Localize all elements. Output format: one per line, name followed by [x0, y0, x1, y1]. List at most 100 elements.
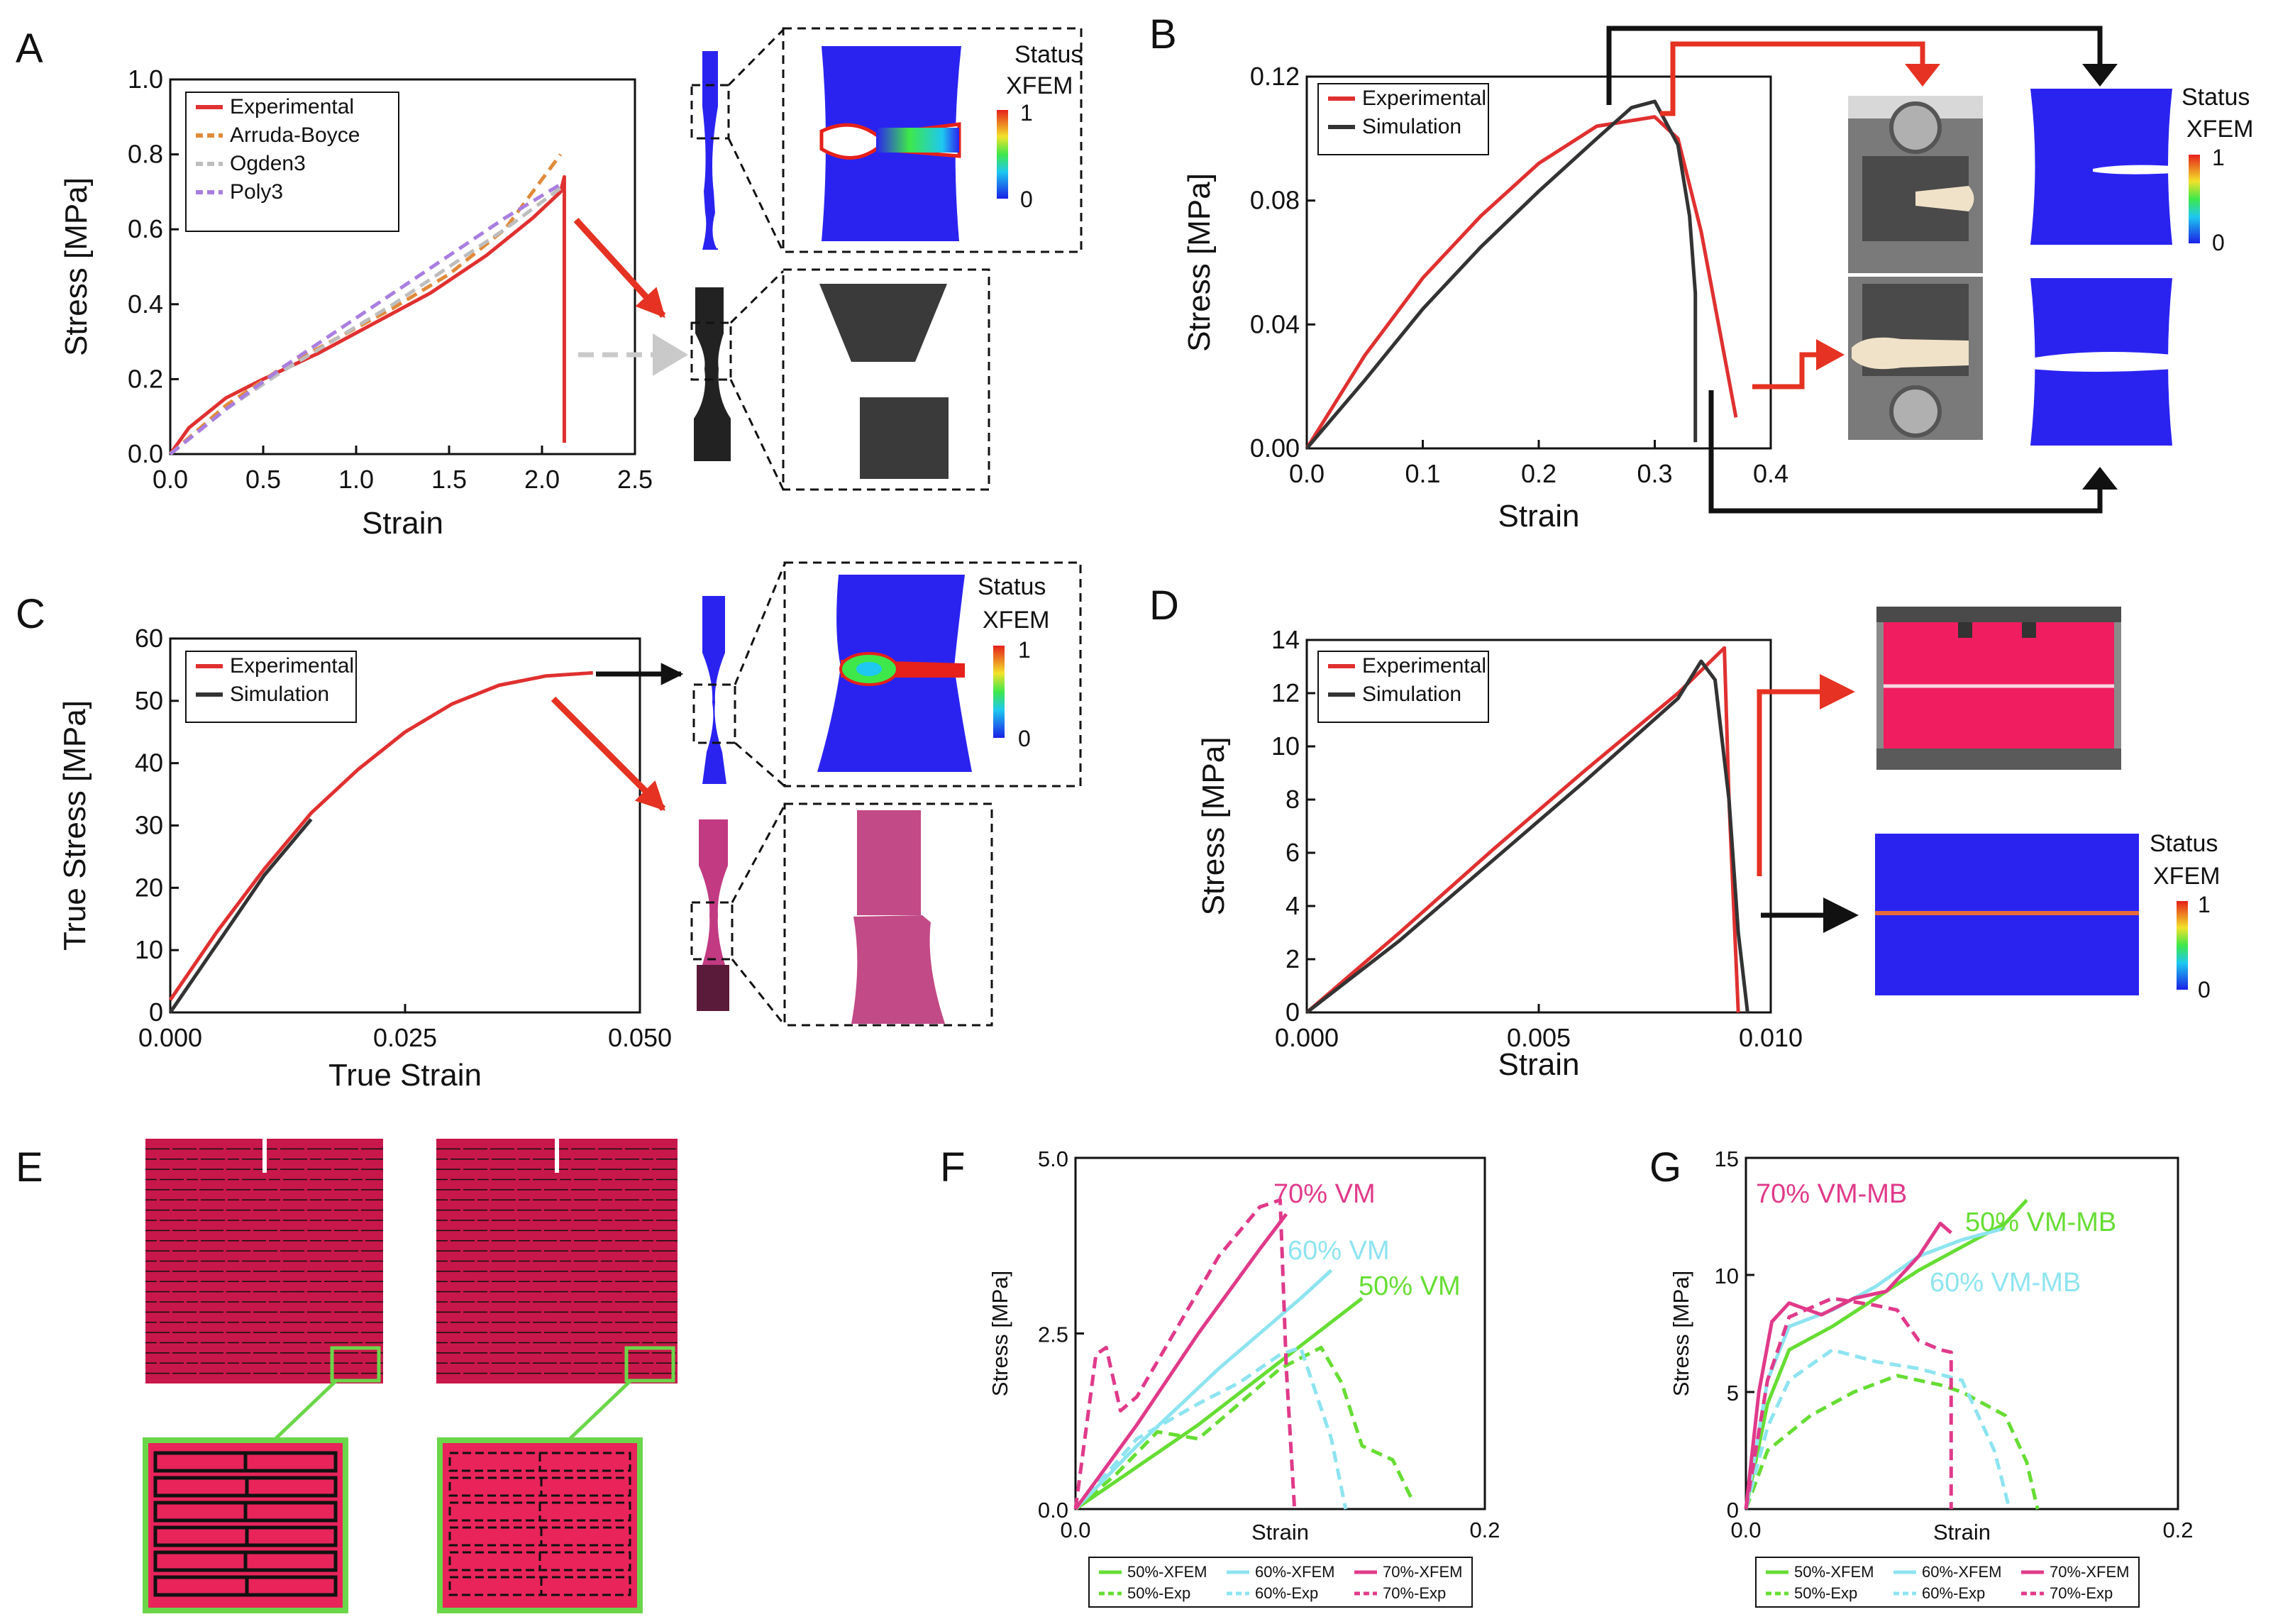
series-line-70-xfem: [1073, 1213, 1288, 1510]
status-subtitle-a: XFEM: [1006, 72, 1073, 99]
status-title-c: Status: [978, 573, 1046, 600]
arrow-head-icon: [1905, 64, 1940, 87]
colorbar-max-c: 1: [1018, 637, 1031, 663]
zoom-line: [727, 28, 785, 87]
red-connector-d: [1757, 689, 1827, 876]
series-line-poly3: [169, 182, 562, 455]
series-line-experimental: [168, 670, 593, 1001]
y-tick-label: 12: [1271, 678, 1300, 707]
fracture-top-a: [819, 284, 947, 362]
colorbar-b: [2189, 155, 2200, 243]
curve-annotation: 60% VM: [1288, 1236, 1390, 1266]
y-tick-label: 30: [135, 811, 163, 840]
black-connector-b-bottom: [1708, 390, 2103, 514]
panel-label-c: C: [16, 591, 45, 637]
y-tick-label: 1.0: [128, 65, 163, 94]
series-line-50-xfem: [1744, 1198, 2028, 1510]
series-line-60-xfem: [1074, 1269, 1333, 1510]
panel-label-a: A: [16, 26, 43, 72]
x-axis-label: Strain: [362, 506, 443, 541]
crack-b-top: [2093, 165, 2172, 175]
legend-box: [1317, 651, 1489, 723]
red-connector-b-bottom: [1752, 352, 1827, 390]
y-tick-label: 40: [135, 749, 163, 778]
photo-detail: [2022, 622, 2036, 638]
colorbar-min-c: 0: [1018, 726, 1031, 751]
chart-b: 0.0 0.1 0.2 0.3 0.4 0.00 0.04 0.08 0.12 Strain Str…: [1182, 62, 1788, 534]
brick-row: [448, 1576, 631, 1596]
arrow-head-icon: [1820, 674, 1855, 709]
red-connector-b-top: [1660, 41, 1925, 116]
curve-annotation: 50% VM-MB: [1965, 1208, 2116, 1237]
y-tick-label: 14: [1271, 625, 1300, 654]
legend-label: Arruda-Boyce: [230, 123, 360, 147]
colorbar-min-a: 0: [1020, 187, 1033, 212]
zoom-line-green: [272, 1379, 338, 1442]
arrow-head-icon: [1823, 897, 1859, 933]
chart-g: 0.0 0.2 0 5 10 15 Strain Stress [MPa] 50%-XFEM 50…: [1669, 1147, 2194, 1608]
zoom-line: [734, 741, 785, 788]
chart-a: 0.0 0.5 1.0 1.5 2.0 2.5 0.0 0.2 0.4 0.6 0.8 1.0 Stra…: [59, 65, 653, 541]
y-tick-label: 2.5: [1038, 1322, 1068, 1347]
curve-annotation: 50% VM: [1359, 1271, 1461, 1301]
x-tick-label: 0.1: [1405, 459, 1440, 488]
zoom-box-green: [624, 1346, 675, 1383]
y-axis-label: Stress [MPa]: [988, 1271, 1012, 1396]
series-line-70-xfem: [1744, 1221, 1952, 1510]
colorbar-c: [993, 646, 1005, 738]
x-tick-label: 0.5: [245, 465, 281, 494]
y-axis-label: Stress [MPa]: [59, 177, 94, 356]
zoom-line: [734, 563, 786, 685]
series-line-simulation: [1305, 99, 1698, 450]
y-tick-label: 0.12: [1250, 62, 1300, 91]
arrow-head-icon: [2082, 467, 2118, 490]
y-tick-label: 50: [135, 686, 163, 715]
chart-f: 0.0 0.2 0.0 2.5 5.0 Strain Stress [MPa] 50%-XFE…: [988, 1147, 1500, 1608]
y-tick-label: 4: [1285, 891, 1300, 920]
red-arrow-c: [551, 696, 666, 812]
inset-xfem-a: [782, 27, 1083, 253]
xfem-specimen-a: [702, 51, 718, 250]
y-tick-label: 0.0: [128, 439, 163, 468]
status-title-a: Status: [1014, 41, 1083, 68]
series-line-60-exp: [1074, 1345, 1348, 1510]
series-line-50-xfem: [1074, 1297, 1364, 1511]
y-tick-label: 6: [1285, 838, 1300, 867]
panel-label-f: F: [940, 1144, 965, 1191]
legend-label: 70%-Exp: [1383, 1584, 1446, 1602]
y-axis-label: Stress [MPa]: [1182, 173, 1217, 352]
y-tick-label: 0.0: [1038, 1498, 1068, 1523]
zoom-box-a-top: [690, 84, 730, 140]
inset-photo-a: [782, 268, 990, 491]
zoom-line: [731, 959, 786, 1026]
zoom-box-c-top: [692, 683, 736, 744]
colorbar-max-a: 1: [1020, 100, 1033, 126]
colorbar-min-d: 0: [2198, 977, 2211, 1002]
x-tick-label: 0.0: [153, 465, 188, 494]
legend-label: Ogden3: [230, 152, 306, 175]
y-tick-label: 0.2: [128, 364, 163, 393]
plot-frame-f: [1074, 1156, 1486, 1510]
zoom-line: [727, 138, 785, 253]
status-title-d: Status: [2150, 830, 2218, 857]
series-line-experimental: [1305, 115, 1738, 450]
y-tick-label: 0.00: [1250, 433, 1300, 463]
red-arrow-a: [573, 217, 666, 319]
series-line-simulation: [168, 818, 313, 1014]
xfem-specimen-c: [702, 596, 726, 784]
y-tick-label: 10: [1715, 1264, 1739, 1288]
x-tick-label: 0.010: [1739, 1023, 1803, 1052]
plot-frame-a: [169, 78, 636, 455]
legend-label: Experimental: [1362, 654, 1486, 678]
x-axis-label: Strain: [1498, 499, 1580, 534]
legend-label: 60%-Exp: [1255, 1584, 1318, 1602]
legend-label: 70%-XFEM: [2050, 1563, 2129, 1581]
grey-arrow-head: [653, 333, 688, 376]
y-tick-label: 15: [1715, 1147, 1739, 1171]
x-tick-label: 0.2: [2162, 1518, 2193, 1542]
x-tick-label: 0.005: [1507, 1023, 1571, 1052]
chart-d: 0.000 0.005 0.010 0 2 4 6 8 10 12 14 Strain Stress […: [1196, 625, 1803, 1082]
curve-annotation: 70% VM: [1273, 1179, 1376, 1209]
series-line-simulation: [1305, 659, 1749, 1014]
series-line-experimental: [168, 175, 566, 455]
